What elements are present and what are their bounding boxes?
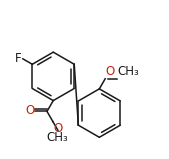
Text: F: F bbox=[15, 52, 22, 65]
Text: O: O bbox=[25, 104, 34, 117]
Text: O: O bbox=[53, 122, 63, 135]
Text: CH₃: CH₃ bbox=[117, 65, 139, 78]
Text: CH₃: CH₃ bbox=[46, 131, 68, 144]
Text: O: O bbox=[106, 65, 115, 78]
